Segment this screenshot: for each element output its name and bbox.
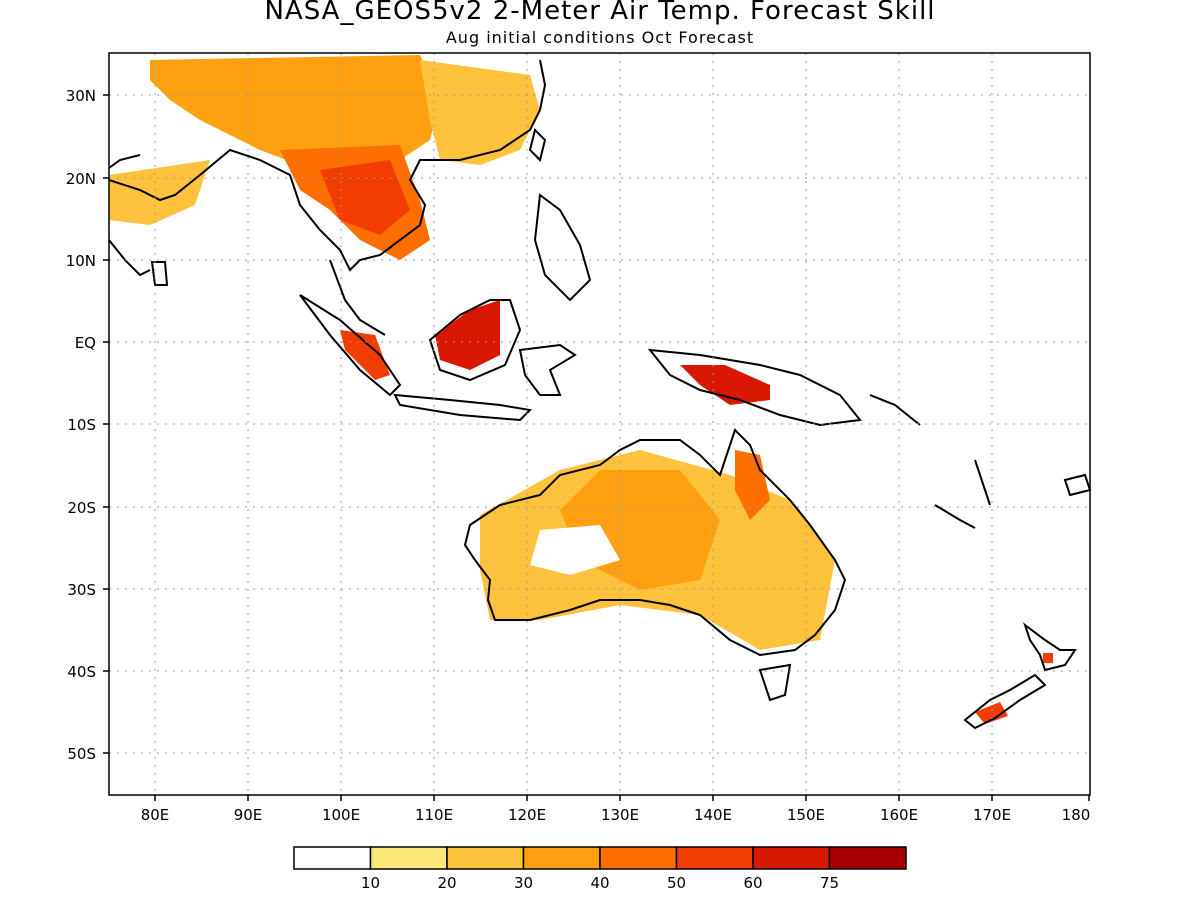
lat-labels: 30N 20N 10N EQ 10S 20S 30S 40S 50S bbox=[66, 87, 96, 763]
lon-label-110e: 110E bbox=[415, 806, 453, 824]
coast-indochina bbox=[319, 59, 547, 272]
coast-sumatra bbox=[299, 294, 402, 397]
lon-axis bbox=[154, 795, 1090, 801]
coast-taiwan bbox=[528, 128, 547, 162]
coast-srilanka bbox=[150, 261, 169, 286]
lon-label-120e: 120E bbox=[508, 806, 546, 824]
coast-malay bbox=[329, 259, 386, 336]
colorbar-label: 75 bbox=[820, 874, 839, 892]
colorbar-swatch bbox=[522, 846, 601, 870]
colorbar-label: 40 bbox=[590, 874, 609, 892]
shade-indochina-core bbox=[320, 160, 410, 235]
coast-newcaledonia bbox=[934, 504, 976, 529]
lon-label-80e: 80E bbox=[141, 806, 170, 824]
coast-australia bbox=[463, 428, 847, 657]
gridlines bbox=[109, 53, 1090, 795]
lon-label-170e: 170E bbox=[973, 806, 1011, 824]
colorbar-swatch bbox=[293, 846, 372, 870]
map-title: NASA_GEOS5v2 2-Meter Air Temp. Forecast … bbox=[264, 0, 936, 26]
shade-sumatra bbox=[340, 330, 390, 380]
coast-india-west bbox=[108, 154, 141, 169]
lon-label-130e: 130E bbox=[601, 806, 639, 824]
coast-india bbox=[108, 148, 321, 231]
coast-vanuatu bbox=[974, 459, 991, 506]
lon-label-140e: 140E bbox=[694, 806, 732, 824]
lon-labels: 80E 90E 100E 110E 120E 130E 140E 150E 16… bbox=[141, 806, 1091, 824]
shade-asia-mid bbox=[150, 55, 440, 175]
coastlines bbox=[108, 59, 1092, 730]
colorbar-swatch bbox=[599, 846, 678, 870]
lon-label-150e: 150E bbox=[787, 806, 825, 824]
lat-label-40s: 40S bbox=[67, 663, 96, 681]
colorbar-swatch bbox=[446, 846, 525, 870]
map-subtitle: Aug initial conditions Oct Forecast bbox=[445, 28, 755, 47]
colorbar-label: 30 bbox=[514, 874, 533, 892]
lon-label-160e: 160E bbox=[880, 806, 918, 824]
colorbar-label: 10 bbox=[361, 874, 380, 892]
lat-label-20n: 20N bbox=[66, 170, 96, 188]
shade-nz bbox=[975, 702, 1008, 724]
skill-shading bbox=[109, 55, 1053, 724]
colorbar-label: 60 bbox=[743, 874, 762, 892]
coast-india-south bbox=[108, 239, 151, 277]
colorbar-swatch bbox=[752, 846, 831, 870]
shade-nz-north bbox=[1043, 653, 1053, 663]
colorbar-swatch bbox=[675, 846, 754, 870]
coast-nz-south bbox=[963, 673, 1047, 730]
colorbar: 10 20 30 40 50 60 75 bbox=[293, 846, 907, 892]
lat-label-20s: 20S bbox=[67, 499, 96, 517]
coast-philippines bbox=[533, 193, 592, 302]
coast-java bbox=[393, 393, 533, 422]
colorbar-swatch bbox=[369, 846, 448, 870]
lat-label-30s: 30S bbox=[67, 581, 96, 599]
shade-china-light bbox=[420, 60, 540, 165]
lon-label-100e: 100E bbox=[322, 806, 360, 824]
colorbar-label: 20 bbox=[437, 874, 456, 892]
colorbar-swatch bbox=[828, 846, 907, 870]
shade-newguinea bbox=[680, 365, 770, 405]
shade-australia-white bbox=[530, 525, 620, 575]
coast-tasmania bbox=[758, 663, 792, 702]
lon-label-90e: 90E bbox=[234, 806, 263, 824]
lat-label-eq: EQ bbox=[75, 334, 96, 352]
shade-qld-hot bbox=[735, 450, 770, 520]
lon-label-180: 180 bbox=[1062, 806, 1091, 824]
lat-axis bbox=[103, 94, 109, 754]
coast-newguinea bbox=[647, 348, 862, 427]
lat-label-10s: 10S bbox=[67, 416, 96, 434]
shade-india bbox=[109, 160, 210, 225]
coast-solomons bbox=[869, 394, 921, 426]
lat-label-10n: 10N bbox=[66, 252, 96, 270]
colorbar-label: 50 bbox=[667, 874, 686, 892]
coast-sulawesi bbox=[518, 343, 577, 396]
lat-label-30n: 30N bbox=[66, 87, 96, 105]
coast-nz-north bbox=[1023, 622, 1077, 672]
shade-borneo bbox=[435, 300, 500, 370]
coast-borneo bbox=[428, 299, 522, 382]
lat-label-50s: 50S bbox=[67, 745, 96, 763]
